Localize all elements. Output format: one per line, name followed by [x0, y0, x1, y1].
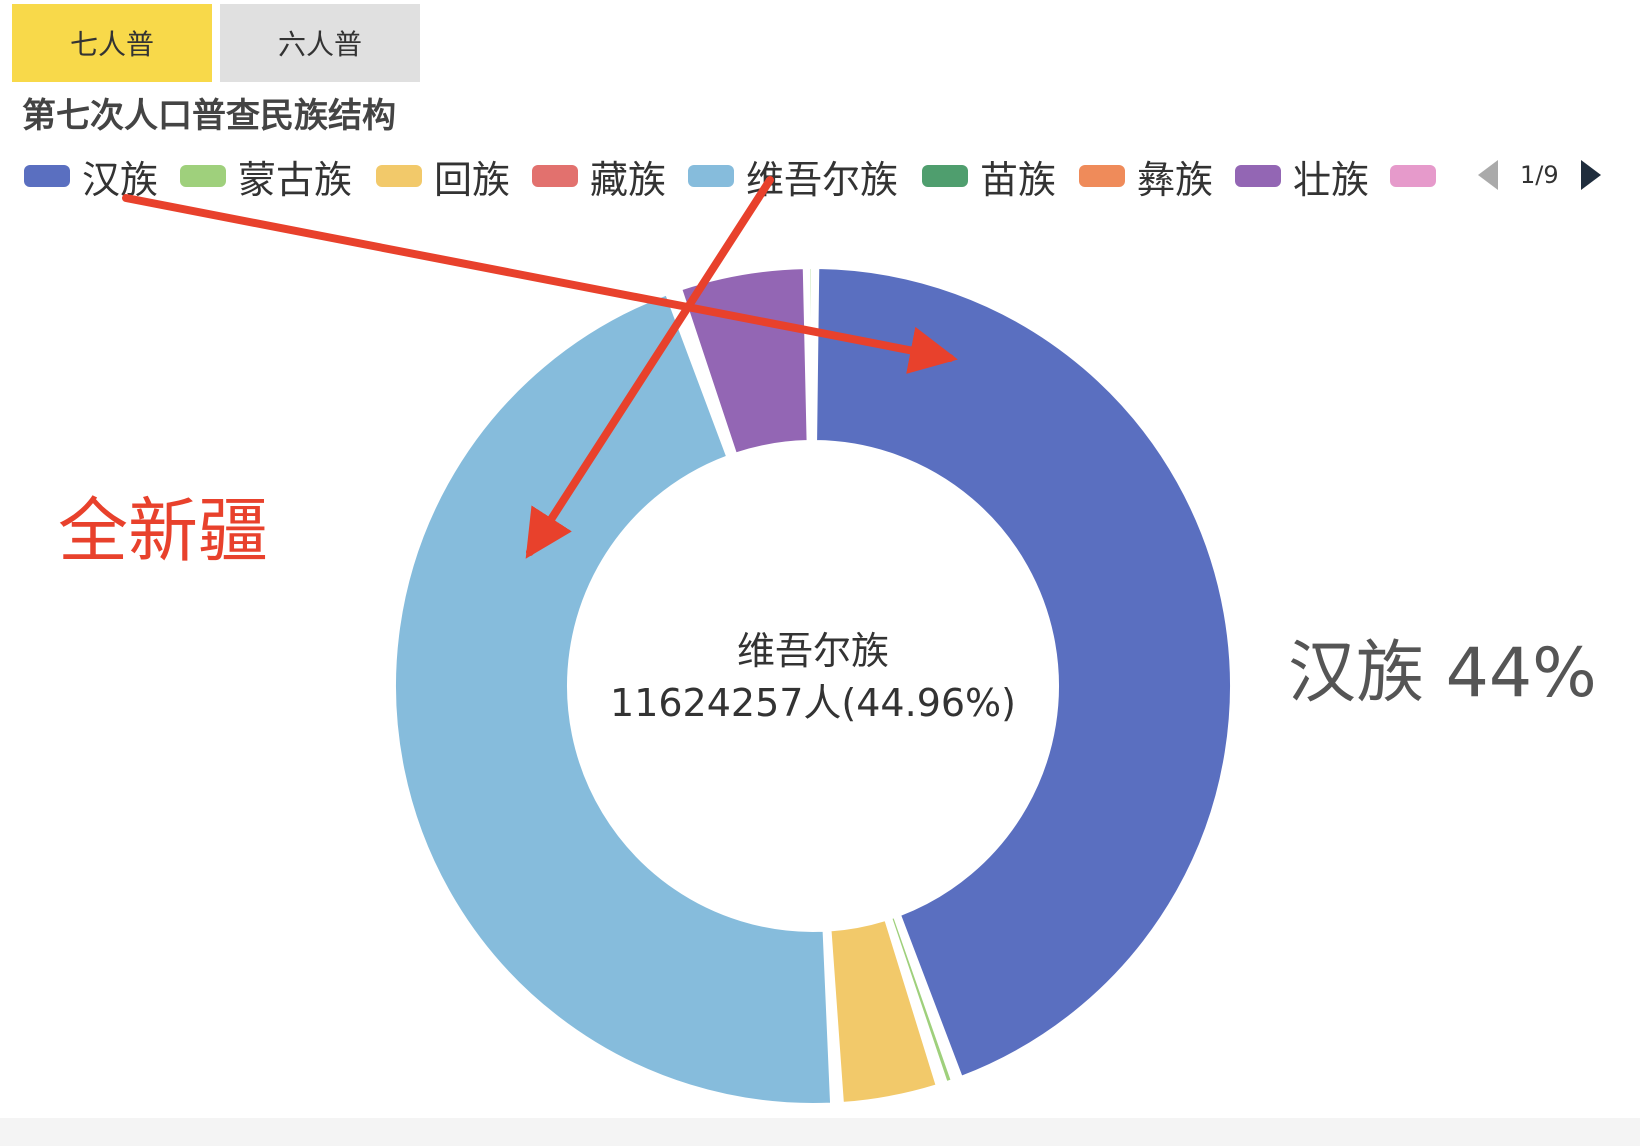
legend-label: 壮族 — [1293, 157, 1370, 202]
legend-item-next-partial[interactable] — [1390, 148, 1448, 204]
legend: 汉族 蒙古族 回族 藏族 维吾尔族 苗族 彝族 壮族 — [24, 148, 1454, 204]
legend-label: 蒙古族 — [238, 157, 353, 202]
center-label-detail: 11624257人(44.96%) — [610, 681, 1016, 725]
donut-slice-1[interactable] — [890, 916, 953, 1084]
donut-slices — [393, 266, 1232, 1105]
donut-slice-2[interactable] — [829, 919, 938, 1104]
legend-label: 彝族 — [1137, 157, 1214, 202]
legend-label: 苗族 — [980, 157, 1057, 202]
tab-seventh-census[interactable]: 七人普 — [12, 4, 212, 82]
bottom-bar — [0, 1118, 1640, 1146]
legend-item-mongol[interactable]: 蒙古族 — [180, 148, 352, 204]
legend-label: 汉族 — [82, 157, 159, 202]
legend-swatch — [180, 165, 226, 187]
legend-swatch — [1079, 165, 1125, 187]
legend-item-hui[interactable]: 回族 — [376, 148, 510, 204]
legend-item-yi[interactable]: 彝族 — [1079, 148, 1213, 204]
donut-slice-3[interactable] — [825, 929, 839, 1105]
donut-slice-4[interactable] — [393, 293, 833, 1105]
legend-item-uyghur[interactable]: 维吾尔族 — [688, 148, 898, 204]
legend-label: 回族 — [434, 157, 511, 202]
legend-swatch — [688, 165, 734, 187]
donut-slice-11[interactable] — [810, 266, 814, 443]
pager-text: 1/9 — [1520, 161, 1559, 189]
legend-swatch — [376, 165, 422, 187]
legend-swatch — [1235, 165, 1281, 187]
annotation-arrow-uyghur — [525, 176, 774, 559]
donut-slice-0[interactable] — [815, 267, 1232, 1078]
legend-swatch — [1390, 165, 1436, 187]
donut-slice-8[interactable] — [674, 289, 734, 456]
pager-next-icon[interactable] — [1580, 160, 1601, 190]
legend-item-tibetan[interactable]: 藏族 — [532, 148, 666, 204]
legend-label: 藏族 — [590, 157, 667, 202]
chart-title: 第七次人口普查民族结构 — [22, 96, 396, 136]
tab-sixth-census[interactable]: 六人普 — [220, 4, 420, 82]
legend-swatch — [24, 165, 70, 187]
tab-bar: 七人普 六人普 — [12, 4, 420, 82]
annotation-arrow-han — [122, 194, 958, 374]
legend-item-han[interactable]: 汉族 — [24, 148, 158, 204]
pager-prev-icon[interactable] — [1478, 160, 1498, 190]
annotation-text: 全新疆 — [58, 490, 268, 572]
legend-item-zhuang[interactable]: 壮族 — [1235, 148, 1369, 204]
center-label-name: 维吾尔族 — [737, 629, 889, 673]
legend-pager: 1/9 — [1478, 150, 1601, 200]
legend-swatch — [922, 165, 968, 187]
legend-item-miao[interactable]: 苗族 — [922, 148, 1056, 204]
side-label: 汉族 44% — [1288, 634, 1597, 713]
legend-swatch — [532, 165, 578, 187]
